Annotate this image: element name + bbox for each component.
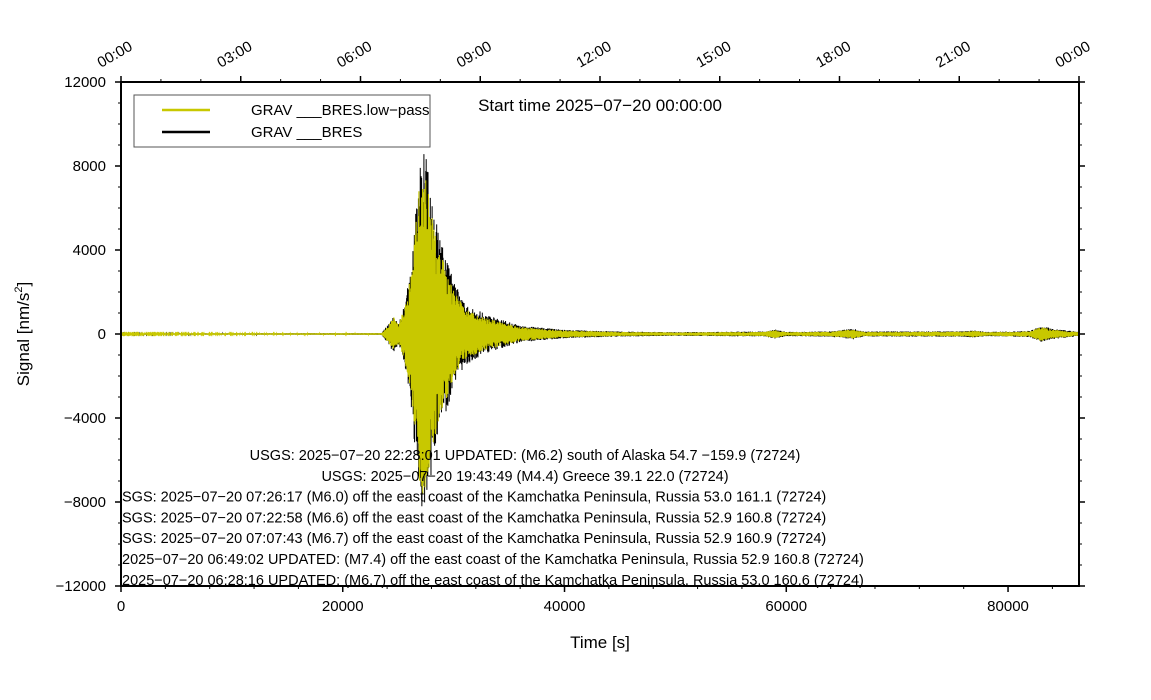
top-tick-label: 06:00 (334, 38, 375, 71)
top-tick-label: 03:00 (214, 38, 255, 71)
x-tick-label: 20000 (322, 598, 364, 615)
event-annotation: 2025−07−20 06:28:16 UPDATED: (M6.7) off … (122, 573, 864, 589)
y-axis-label-main: Signal [nm/s (14, 293, 33, 387)
series-layer (120, 154, 1080, 507)
x-axis-label: Time [s] (570, 633, 630, 652)
y-axis-label: Signal [nm/s2] (13, 282, 33, 386)
legend-label-low-pass: GRAV ___BRES.low−pass (251, 102, 430, 119)
top-tick-label: 21:00 (933, 38, 974, 71)
y-tick-label: −12000 (56, 578, 106, 595)
top-tick-label: 00:00 (95, 38, 136, 71)
top-tick-label: 15:00 (693, 38, 734, 71)
earthquake-annotations: USGS: 2025−07−20 22:28:01 UPDATED: (M6.2… (122, 448, 864, 589)
top-tick-label: 12:00 (574, 38, 615, 71)
y-axis-label-tail: ] (14, 282, 33, 287)
y-tick-label: 4000 (73, 242, 106, 259)
y-tick-label: 8000 (73, 158, 106, 175)
y-tick-label: 12000 (64, 74, 106, 91)
y-tick-label: −8000 (64, 494, 106, 511)
y-tick-label: 0 (98, 326, 106, 343)
plot-frame (120, 81, 1080, 587)
y-tick-label: −4000 (64, 410, 106, 427)
top-tick-label: 18:00 (813, 38, 854, 71)
x-tick-label: 0 (117, 598, 125, 615)
event-annotation: 2025−07−20 06:49:02 UPDATED: (M7.4) off … (122, 552, 864, 568)
chart-title: Start time 2025−07−20 00:00:00 (478, 96, 722, 115)
legend: GRAV ___BRES.low−pass GRAV ___BRES (133, 94, 431, 148)
event-annotation: SGS: 2025−07−20 07:26:17 (M6.0) off the … (122, 490, 826, 506)
x-tick-label: 60000 (765, 598, 807, 615)
x-tick-label: 40000 (544, 598, 586, 615)
series-line-low-pass (120, 180, 1080, 494)
top-tick-label: 09:00 (454, 38, 495, 71)
x-tick-label: 80000 (987, 598, 1029, 615)
event-annotation: SGS: 2025−07−20 07:22:58 (M6.6) off the … (122, 510, 826, 526)
top-tick-label: 00:00 (1053, 38, 1094, 71)
legend-box (133, 94, 431, 148)
legend-label-bres: GRAV ___BRES (251, 124, 362, 141)
event-annotation: USGS: 2025−07−20 22:28:01 UPDATED: (M6.2… (250, 448, 801, 464)
y-axis-label-superscript: 2 (13, 287, 25, 293)
event-annotation: USGS: 2025−07−20 19:43:49 (M4.4) Greece … (321, 469, 728, 485)
event-annotation: SGS: 2025−07−20 07:07:43 (M6.7) off the … (122, 531, 826, 547)
